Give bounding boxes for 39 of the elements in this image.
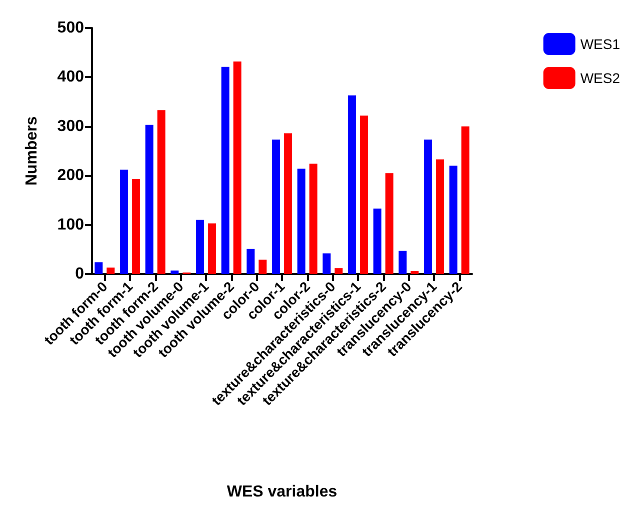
x-axis-title: WES variables	[226, 484, 338, 500]
y-tick-label: 300	[57, 118, 84, 135]
bar	[284, 133, 292, 274]
bar	[449, 166, 458, 274]
bar	[385, 173, 394, 274]
bar	[360, 116, 368, 274]
bar	[410, 271, 419, 274]
bar	[424, 140, 432, 274]
y-axis-title: Numbers	[24, 116, 40, 186]
bar	[258, 260, 267, 274]
bar	[272, 140, 280, 274]
bar	[94, 262, 103, 274]
bar	[334, 268, 343, 274]
bar	[246, 248, 255, 274]
y-tick-label: 200	[57, 167, 84, 184]
y-tick-label: 100	[57, 216, 84, 234]
bar	[373, 208, 382, 274]
bar	[106, 268, 115, 274]
bar	[145, 124, 154, 274]
bar	[398, 250, 407, 274]
bar	[436, 159, 444, 274]
legend-label: WES1	[580, 36, 620, 52]
legend-label: WES2	[580, 70, 620, 86]
bar	[309, 164, 318, 274]
bar	[196, 220, 204, 274]
y-tick-label: 400	[57, 68, 84, 86]
bar	[297, 168, 306, 274]
bar	[221, 66, 230, 274]
bar	[461, 126, 470, 274]
bar	[233, 61, 242, 274]
bar	[322, 253, 331, 274]
bar	[157, 110, 166, 274]
bar	[348, 95, 356, 274]
y-tick-label: 0	[75, 266, 84, 282]
bar	[170, 270, 179, 274]
bar	[132, 179, 140, 274]
bar	[208, 223, 216, 274]
bar	[120, 170, 128, 274]
y-tick-label: 500	[57, 20, 84, 36]
